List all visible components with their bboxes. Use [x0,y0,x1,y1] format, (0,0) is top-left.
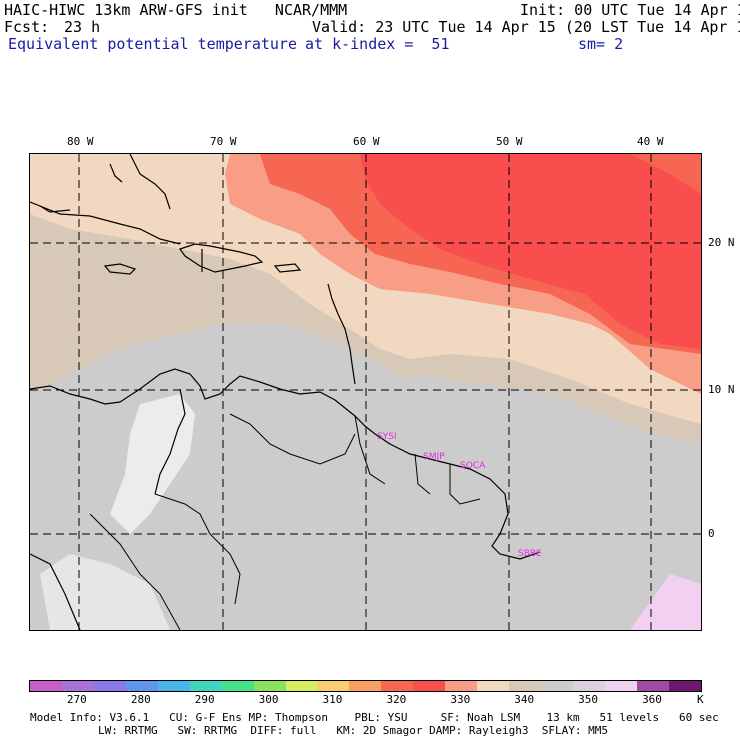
suriname-border [414,453,431,495]
bahamas-coast [129,153,171,210]
colorbar-segment [572,681,605,691]
colorbar-tick-label: 360 [642,693,662,706]
guyana-border [354,415,386,485]
colorbar-segment [509,681,541,691]
lon-label-60w: 60 W [353,135,380,148]
pacific-coast [29,553,81,631]
venezuela-brazil-border [229,413,356,465]
puerto-rico-coast [273,263,302,273]
plot-title: HAIC-HIWC 13km ARW-GFS init NCAR/MMM [4,1,348,19]
lon-label-40w: 40 W [637,135,664,148]
lake-maracaibo-area [154,388,186,495]
lat-label-10n: 10 N [708,383,735,396]
init-time: Init: 00 UTC Tue 14 Apr 15 [520,1,740,19]
valid-time: Valid: 23 UTC Tue 14 Apr 15 (20 LST Tue … [312,18,740,36]
fcst-label: Fcst: [4,18,50,36]
colorbar-segment [636,681,669,691]
colorbar-segment [604,681,637,691]
colorbar-tick-label: 340 [514,693,535,706]
colorbar-segment [413,681,446,691]
theta-e-325-core [360,154,701,349]
colorbar-segment [125,681,158,691]
model-info-line1: Model Info: V3.6.1 CU: G-F Ens MP: Thomp… [30,711,719,724]
coastlines [29,153,541,631]
colorbar [29,680,702,692]
field-name: Equivalent potential temperature [8,35,297,53]
colorbar-segment [30,681,62,691]
station-sbbe: SBBE [518,549,542,559]
colorbar-segment [285,681,318,691]
colorbar-tick-label: 320 [386,693,407,706]
colorbar-tick-label: 300 [258,693,279,706]
lon-label-70w: 70 W [210,135,237,148]
lat-label-20n: 20 N [708,236,735,249]
colorbar-segment [349,681,382,691]
colorbar-tick-label: 350 [578,693,599,706]
south-america-north-coast [29,368,541,560]
colorbar-segment [253,681,286,691]
colorbar-segment [445,681,478,691]
theta-e-high-patch-se [630,574,701,630]
lon-label-80w: 80 W [67,135,94,148]
colorbar-segment [477,681,510,691]
ecuador-peru-border [89,513,181,631]
smoothing-info: sm= 2 [578,35,624,53]
colombia-border [154,493,241,605]
colorbar-segment [157,681,190,691]
colorbar-segment [381,681,414,691]
colorbar-segment [221,681,254,691]
french-guiana-border [449,464,481,505]
colorbar-tick-label: 330 [450,693,471,706]
colorbar-tick-label: K [697,693,704,706]
lesser-antilles [327,283,356,385]
theta-e-low-land-patch [110,394,195,534]
station-smjp: SMJP [423,452,445,462]
colorbar-segment [93,681,126,691]
colorbar-tick-label: 290 [194,693,215,706]
colorbar-segment [61,681,94,691]
colorbar-tick-label: 280 [130,693,151,706]
map-svg [29,153,701,631]
map-panel: SYSI SMJP SOCA SBBE [29,153,702,631]
colorbar-tick-label: 270 [66,693,87,706]
level-info: at k-index = 51 [305,35,450,53]
colorbar-segment [317,681,350,691]
model-info-line2: LW: RRTMG SW: RRTMG DIFF: full KM: 2D Sm… [98,724,608,737]
station-soca: SOCA [460,461,486,471]
colorbar-segment [668,681,701,691]
graticule [30,154,701,630]
colorbar-segment [541,681,573,691]
colorbar-tick-label: 310 [322,693,343,706]
station-sysi: SYSI [377,432,397,442]
fcst-value: 23 h [64,18,101,36]
country-borders [89,413,481,631]
hispaniola-coast [179,243,264,273]
lon-label-50w: 50 W [496,135,523,148]
jamaica-coast [103,263,137,275]
cuba-coast [29,201,181,245]
colorbar-segment [189,681,222,691]
lat-label-0: 0 [708,527,715,540]
